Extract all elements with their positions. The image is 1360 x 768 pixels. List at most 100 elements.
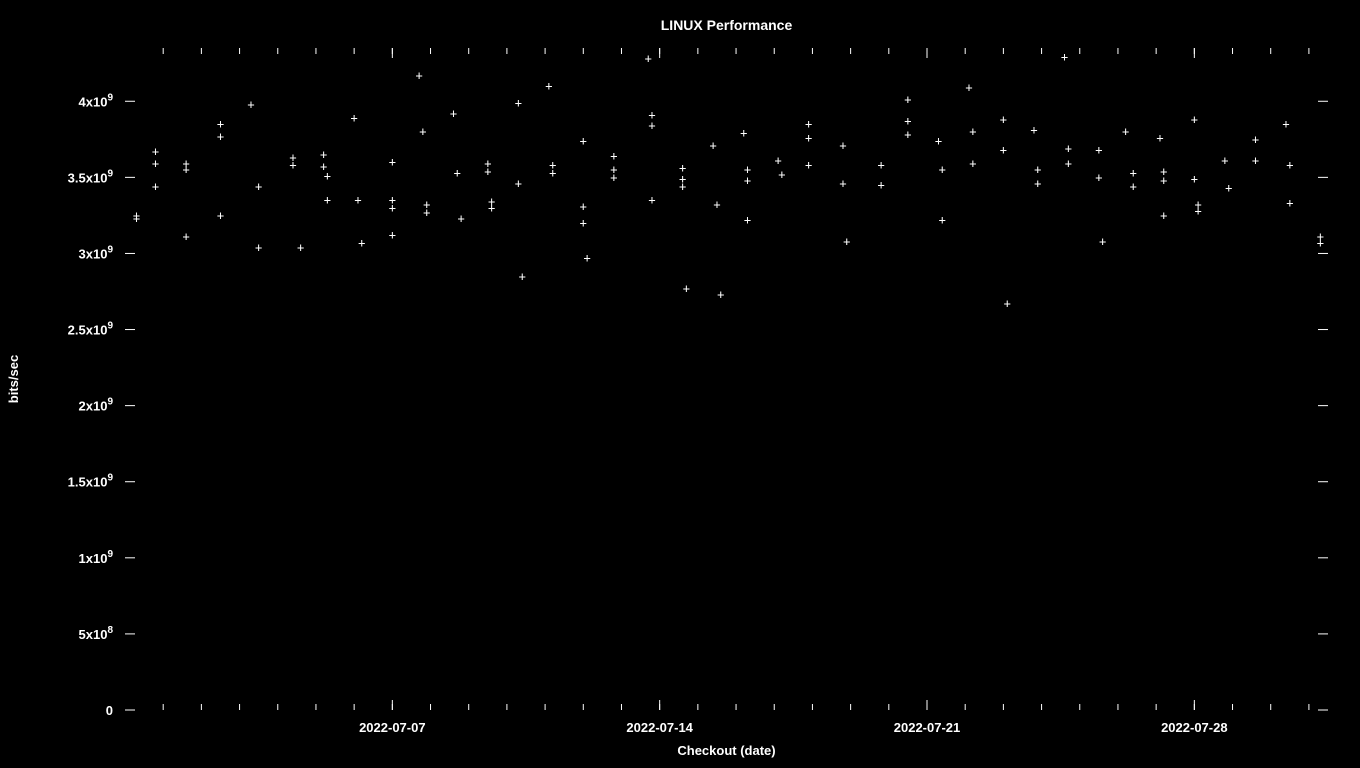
x-tick-label: 2022-07-07	[359, 720, 426, 735]
y-tick-label: 2x109	[79, 397, 114, 414]
data-point: +	[1191, 113, 1198, 127]
data-point: +	[1065, 157, 1072, 171]
data-point: +	[1095, 170, 1102, 184]
data-point: +	[389, 155, 396, 169]
y-tick-label: 0	[106, 703, 113, 718]
data-point: +	[419, 125, 426, 139]
x-axis-label: Checkout (date)	[677, 743, 775, 758]
data-point: +	[297, 240, 304, 254]
data-point: +	[1221, 154, 1228, 168]
data-point: +	[450, 106, 457, 120]
data-point: +	[182, 163, 189, 177]
data-point: +	[324, 169, 331, 183]
data-point: +	[1099, 234, 1106, 248]
data-point: +	[1095, 143, 1102, 157]
data-point: +	[1195, 204, 1202, 218]
data-point: +	[580, 134, 587, 148]
data-point: +	[774, 154, 781, 168]
data-point: +	[549, 166, 556, 180]
y-tick-label: 3.5x109	[68, 168, 114, 185]
data-point: +	[484, 164, 491, 178]
data-point: +	[1252, 154, 1259, 168]
x-tick-label: 2022-07-14	[626, 720, 693, 735]
data-point: +	[679, 179, 686, 193]
data-point: +	[358, 236, 365, 250]
data-point: +	[843, 234, 850, 248]
data-point: +	[1191, 172, 1198, 186]
data-point: +	[1030, 123, 1037, 137]
data-point: +	[354, 193, 361, 207]
data-point: +	[545, 79, 552, 93]
data-point: +	[1130, 166, 1137, 180]
data-point: +	[740, 126, 747, 140]
data-point: +	[1282, 117, 1289, 131]
data-point: +	[1160, 208, 1167, 222]
data-point: +	[289, 158, 296, 172]
data-point: +	[1000, 143, 1007, 157]
data-point: +	[152, 179, 159, 193]
data-point: +	[255, 179, 262, 193]
data-point: +	[805, 158, 812, 172]
data-point: +	[1225, 181, 1232, 195]
data-point: +	[839, 176, 846, 190]
data-point: +	[217, 208, 224, 222]
data-point: +	[133, 211, 140, 225]
data-point: +	[351, 111, 358, 125]
data-point: +	[710, 138, 717, 152]
data-point: +	[182, 230, 189, 244]
data-point: +	[389, 228, 396, 242]
data-point: +	[610, 149, 617, 163]
y-axis-label: bits/sec	[6, 355, 21, 403]
data-point: +	[935, 134, 942, 148]
data-point: +	[389, 201, 396, 215]
data-point: +	[1034, 176, 1041, 190]
data-point: +	[839, 138, 846, 152]
chart-title: LINUX Performance	[661, 17, 793, 33]
data-point: +	[904, 128, 911, 142]
performance-scatter-chart: LINUX Performance Checkout (date) bits/sec…	[0, 0, 1360, 768]
data-point: +	[515, 96, 522, 110]
data-point: +	[969, 157, 976, 171]
data-point: +	[247, 97, 254, 111]
data-point: +	[1286, 196, 1293, 210]
data-point: +	[1130, 179, 1137, 193]
data-point: +	[1034, 163, 1041, 177]
data-point: +	[423, 205, 430, 219]
data-point: +	[1061, 50, 1068, 64]
data-point: +	[255, 240, 262, 254]
data-point: +	[805, 131, 812, 145]
data-point: +	[610, 170, 617, 184]
data-point: +	[939, 163, 946, 177]
data-point: +	[515, 176, 522, 190]
y-tick-label: 2.5x109	[68, 321, 114, 338]
data-point: +	[965, 81, 972, 95]
data-point: +	[1000, 113, 1007, 127]
data-point: +	[805, 117, 812, 131]
data-point: +	[454, 166, 461, 180]
data-point: +	[488, 201, 495, 215]
data-point: +	[580, 199, 587, 213]
y-tick-label: 5x108	[79, 625, 114, 642]
y-tick-label: 3x109	[79, 244, 114, 261]
data-point: +	[324, 193, 331, 207]
data-point: +	[580, 216, 587, 230]
data-point: +	[969, 125, 976, 139]
data-point: +	[904, 114, 911, 128]
data-point: +	[645, 52, 652, 66]
data-point: +	[1065, 141, 1072, 155]
data-point: +	[1156, 131, 1163, 145]
x-tick-label: 2022-07-28	[1161, 720, 1228, 735]
data-point: +	[1004, 297, 1011, 311]
data-point: +	[904, 93, 911, 107]
data-point: +	[939, 213, 946, 227]
data-point: +	[217, 129, 224, 143]
data-point: +	[878, 178, 885, 192]
data-point: +	[778, 167, 785, 181]
data-point: +	[713, 198, 720, 212]
data-point: +	[1122, 125, 1129, 139]
data-point: +	[519, 269, 526, 283]
data-point: +	[648, 193, 655, 207]
y-tick-label: 1.5x109	[68, 473, 114, 490]
data-point: +	[744, 173, 751, 187]
data-point: +	[152, 157, 159, 171]
